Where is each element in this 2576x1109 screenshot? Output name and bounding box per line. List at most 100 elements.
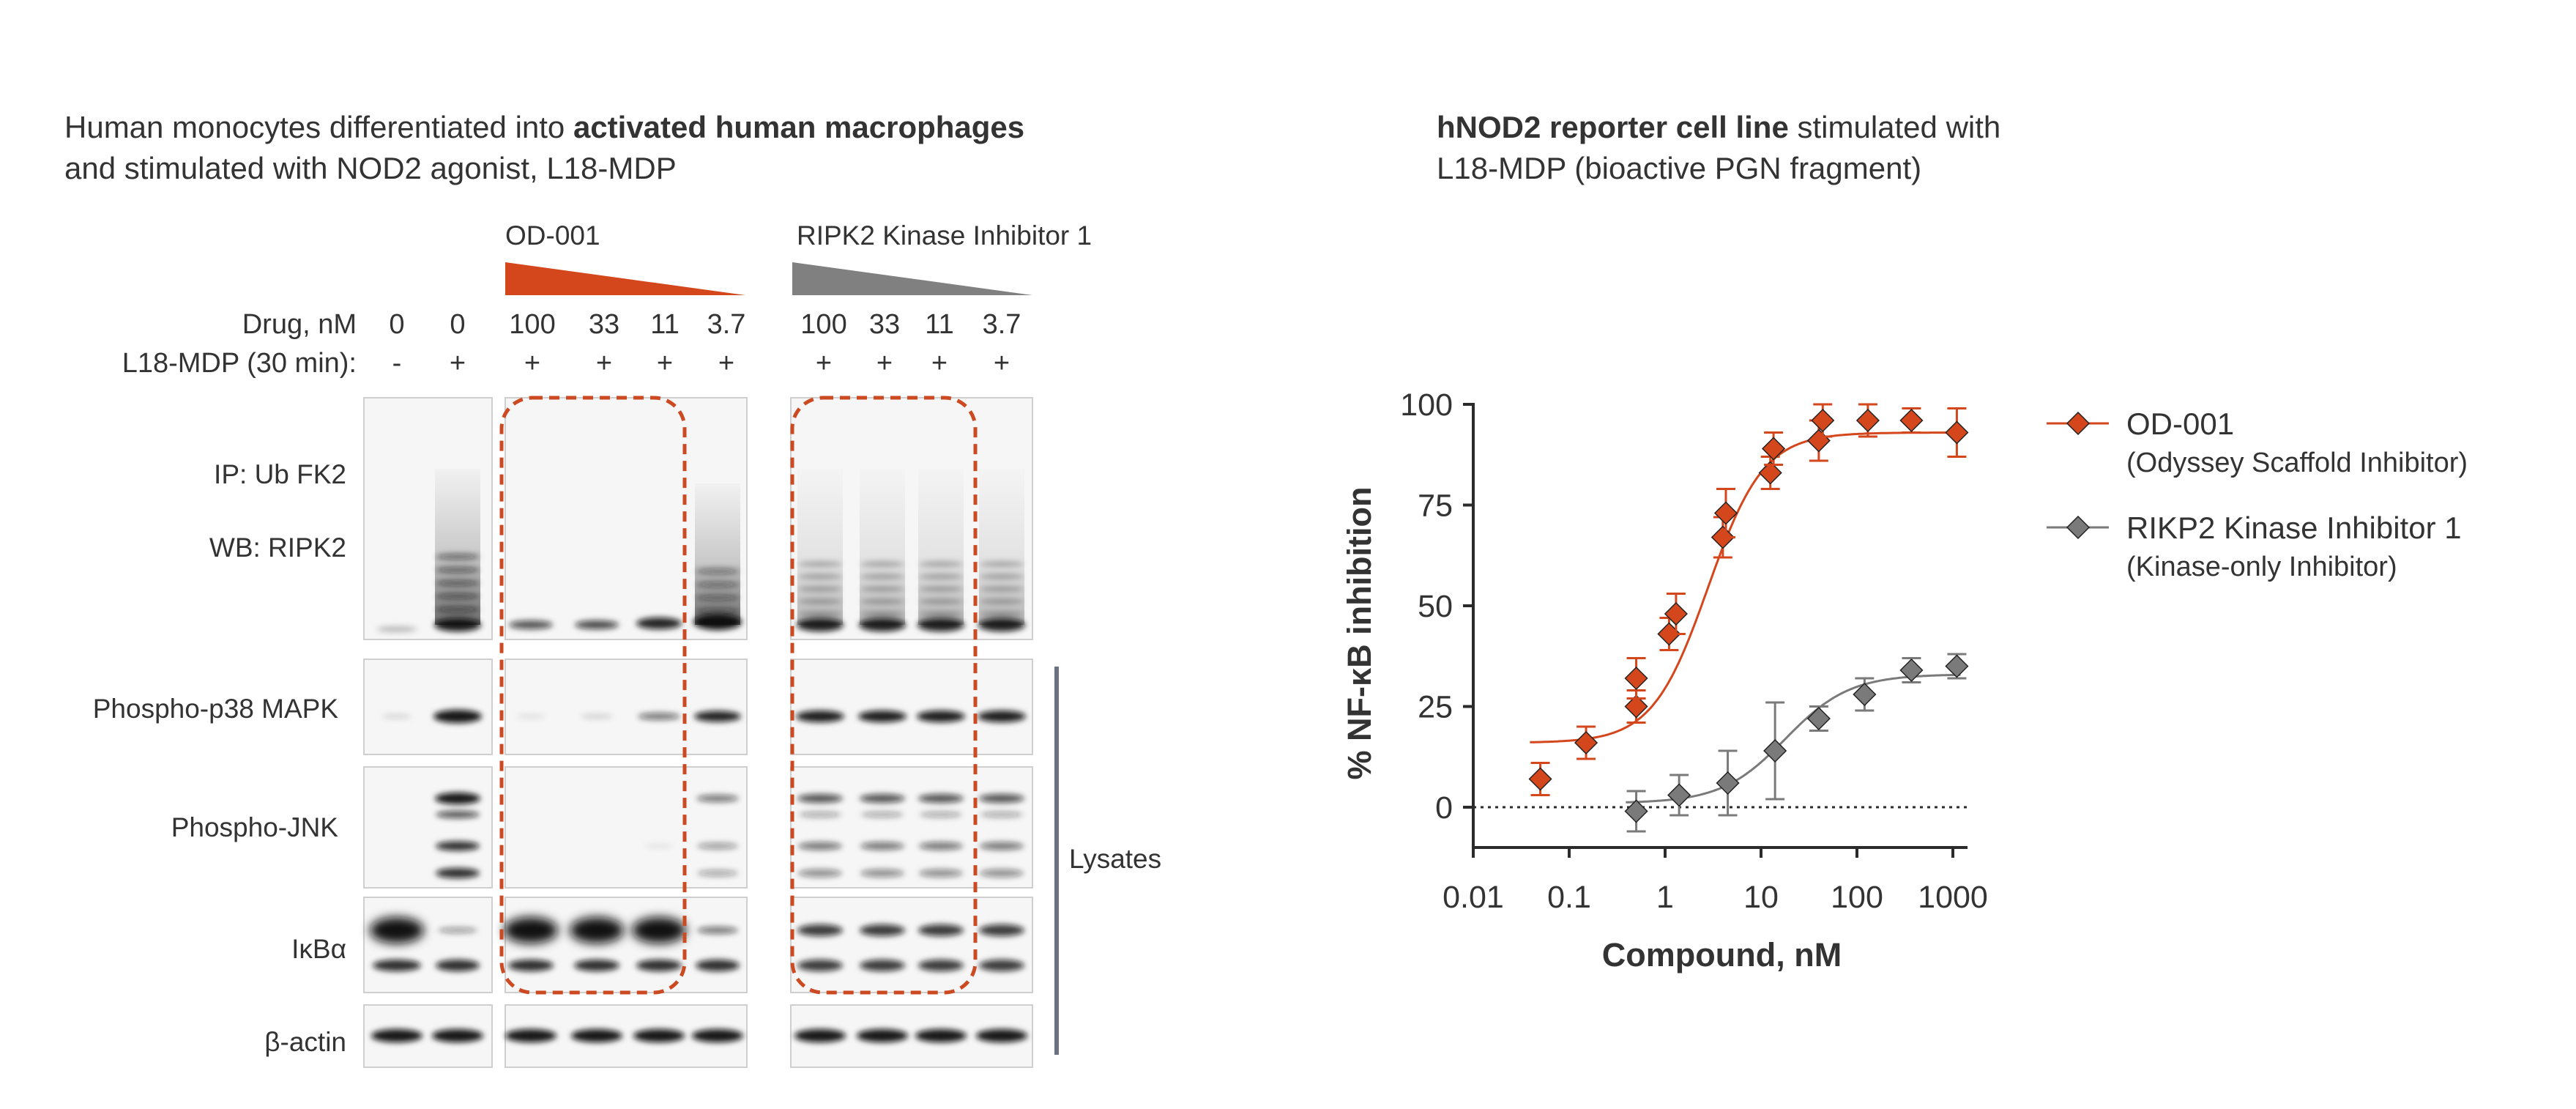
blot-band	[797, 924, 843, 936]
blot-band	[857, 1029, 908, 1042]
right-panel-title-line2: L18-MDP (bioactive PGN fragment)	[1437, 151, 1921, 185]
mdp-value: +	[994, 348, 1010, 379]
blot-band	[435, 793, 480, 804]
mdp-value: +	[657, 348, 673, 379]
blot-band	[798, 611, 842, 617]
mdp-value: +	[931, 348, 948, 379]
drug-row-label: Drug, nM	[242, 309, 357, 340]
od001-highlight-box	[499, 396, 687, 995]
blot-band	[980, 598, 1024, 604]
blot-band	[574, 960, 619, 971]
y-tick-label: 0	[1435, 790, 1453, 826]
series-1-fit-curve	[1626, 673, 1961, 804]
drug-values-row: 0 0 100 33 11 3.7 100 33 11 3.7	[389, 309, 1021, 340]
blot-band	[697, 869, 738, 877]
blot-band	[917, 711, 965, 722]
blot-band	[436, 567, 480, 573]
blot-band	[638, 713, 680, 720]
series-1-point	[1945, 654, 1969, 678]
ikba-blot-frame	[505, 897, 748, 993]
blot-band	[376, 626, 417, 632]
x-tick-label: 100	[1831, 880, 1883, 915]
legend-label-0: OD-001	[2126, 407, 2234, 441]
drug-value: 100	[509, 309, 555, 340]
blot-smear	[695, 483, 740, 625]
drug-value: 0	[389, 309, 404, 340]
blot-band	[860, 574, 904, 579]
blot-band	[436, 593, 480, 599]
jnk-blot-frame	[790, 766, 1033, 889]
blot-band	[696, 595, 740, 601]
blot-band	[692, 1029, 743, 1042]
series-0-point	[1899, 408, 1924, 433]
blot-band	[636, 617, 682, 629]
series-0-point	[1758, 461, 1782, 485]
blot-band	[633, 1029, 685, 1042]
blot-band	[696, 582, 740, 587]
blot-band	[373, 960, 421, 971]
series-1-point	[1899, 658, 1924, 683]
blot-band	[436, 868, 480, 878]
blot-band	[382, 714, 412, 719]
mdp-row-label: L18-MDP (30 min):	[122, 348, 357, 379]
mdp-value: +	[876, 348, 893, 379]
blot-band	[980, 812, 1023, 817]
series-1-point	[1806, 706, 1831, 731]
blot-band	[516, 714, 546, 719]
jnk-blot-frame	[363, 766, 493, 889]
blot-band	[797, 794, 843, 803]
blot-band	[794, 1029, 846, 1042]
blot-band	[915, 1029, 967, 1042]
blot-band	[920, 812, 962, 817]
series-0-point	[1855, 408, 1880, 433]
blot-band	[436, 580, 480, 586]
blot-band	[694, 711, 741, 722]
series-0-fit-curve	[1530, 431, 1961, 743]
western-blots	[363, 397, 1033, 1068]
jnk-blot-frame	[505, 766, 748, 889]
legend-sublabel-0: (Odyssey Scaffold Inhibitor)	[2126, 448, 2468, 478]
drug-value: 33	[589, 309, 619, 340]
blot-band	[434, 618, 481, 631]
drug-value: 0	[450, 309, 465, 340]
p38-blot-frame	[363, 659, 493, 755]
blot-band	[798, 561, 842, 567]
blot-band	[860, 842, 904, 850]
blot-band	[860, 960, 905, 971]
blot-band	[860, 561, 904, 567]
blot-band	[798, 574, 842, 579]
drug-value: 3.7	[707, 309, 746, 340]
series-0-point	[1713, 501, 1738, 525]
blot-band	[509, 620, 553, 629]
legend-marker-1	[2066, 515, 2091, 540]
series-1-point	[1667, 783, 1691, 807]
x-tick-label: 10	[1743, 880, 1779, 915]
drug-value: 100	[800, 309, 846, 340]
blot-label-p38: Phospho-p38 MAPK	[93, 694, 339, 724]
series-0-point	[1806, 429, 1831, 453]
blot-band	[919, 598, 963, 604]
blot-band	[980, 842, 1024, 850]
blot-band	[861, 812, 904, 817]
od001-gradient-wedge	[505, 262, 745, 295]
blot-band	[697, 842, 738, 850]
blot-band	[919, 869, 963, 878]
y-tick-label: 75	[1418, 489, 1453, 524]
blot-band	[696, 795, 739, 802]
blot-band	[693, 614, 742, 630]
series-0-point	[1811, 408, 1835, 433]
legend-sublabel-1: (Kinase-only Inhibitor)	[2126, 552, 2397, 582]
blot-band	[980, 611, 1024, 617]
blot-band	[433, 710, 482, 723]
blot-band	[978, 618, 1025, 631]
blot-band	[860, 924, 905, 936]
blot-label-actin: β-actin	[264, 1027, 346, 1057]
blot-band	[796, 711, 844, 722]
blot-band	[917, 618, 964, 631]
mdp-value: -	[392, 348, 402, 379]
blot-band	[980, 574, 1024, 579]
blot-band	[798, 586, 842, 592]
ripk2-gradient-wedge	[792, 262, 1032, 295]
blot-band	[571, 1029, 622, 1042]
